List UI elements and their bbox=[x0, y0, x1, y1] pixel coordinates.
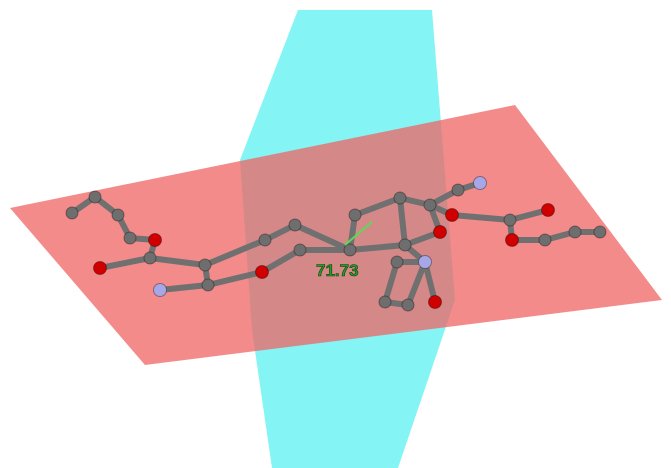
atom bbox=[89, 191, 101, 203]
angle-label: 71.73 bbox=[316, 261, 359, 280]
atom bbox=[294, 244, 306, 256]
atom bbox=[542, 204, 555, 217]
atom bbox=[199, 259, 211, 271]
atom bbox=[434, 226, 447, 239]
atom bbox=[504, 214, 516, 226]
atom bbox=[539, 234, 551, 246]
atom bbox=[94, 262, 107, 275]
atom bbox=[446, 209, 459, 222]
atom bbox=[506, 234, 519, 247]
atom bbox=[259, 234, 271, 246]
atom bbox=[394, 192, 406, 204]
atom bbox=[569, 226, 581, 238]
structure-view: 71.73 bbox=[0, 0, 671, 468]
atom bbox=[594, 226, 606, 238]
atom bbox=[402, 299, 414, 311]
atom bbox=[202, 279, 214, 291]
atom bbox=[349, 209, 361, 221]
atom bbox=[256, 266, 269, 279]
atom bbox=[391, 256, 403, 268]
atom bbox=[474, 177, 487, 190]
atom bbox=[344, 244, 356, 256]
atom bbox=[419, 256, 432, 269]
atom bbox=[124, 232, 136, 244]
atom bbox=[379, 296, 391, 308]
atom bbox=[429, 296, 442, 309]
atom bbox=[399, 239, 411, 251]
atom bbox=[112, 209, 124, 221]
atom bbox=[452, 184, 464, 196]
atom bbox=[66, 207, 78, 219]
atom bbox=[149, 234, 162, 247]
atom bbox=[154, 284, 167, 297]
atom bbox=[144, 252, 156, 264]
atom bbox=[424, 199, 436, 211]
page: {"angle_label": "71.73"} 71.73 (() => { … bbox=[0, 0, 671, 468]
atom bbox=[289, 219, 301, 231]
